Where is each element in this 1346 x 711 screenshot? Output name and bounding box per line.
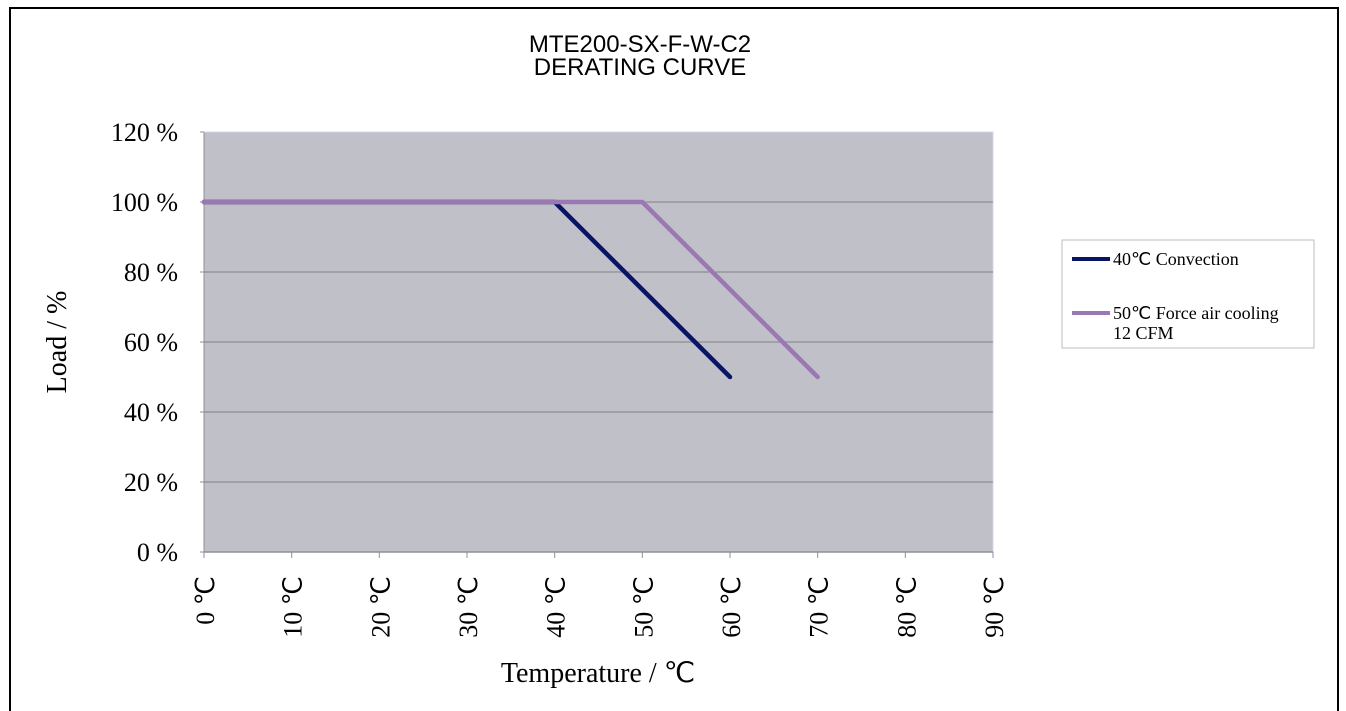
x-tick-label: 0 ℃ [191,576,220,625]
x-tick-label: 60 ℃ [717,576,746,638]
x-tick-label: 30 ℃ [454,576,483,638]
y-axis-label: Load / % [42,291,73,394]
x-tick-label: 40 ℃ [542,576,571,638]
y-tick-label: 0 % [137,538,178,567]
y-tick-labels: 0 % 20 % 40 % 60 % 80 % 100 % 120 % [111,118,178,567]
y-tick-label: 100 % [111,188,178,217]
x-tick-labels: 0 ℃ 10 ℃ 20 ℃ 30 ℃ 40 ℃ 50 ℃ 60 ℃ 70 ℃ 80 ℃ 90 ℃ [191,576,1009,638]
y-tick-label: 40 % [124,398,178,427]
y-tick-label: 120 % [111,118,178,147]
x-tick-label: 70 ℃ [805,576,834,638]
x-axis-label: Temperature / ℃ [501,658,695,689]
series-line-2 [201,199,820,380]
x-tick-label: 20 ℃ [366,576,395,638]
y-tick-label: 60 % [124,328,178,357]
y-tick-label: 80 % [124,258,178,287]
legend-label: 50℃ Force air cooling [1113,303,1279,323]
chart-title-line: DERATING CURVE [534,54,746,81]
x-tick-label: 10 ℃ [279,576,308,638]
chart-title-line: MTE200-SX-F-W-C2 [529,31,751,58]
x-tick-label: 50 ℃ [629,576,658,638]
x-tick-label: 80 ℃ [892,576,921,638]
legend-label: 40℃ Convection [1113,249,1239,269]
y-tick-label: 20 % [124,468,178,497]
legend-label: 12 CFM [1113,323,1174,343]
x-tick-label: 90 ℃ [980,576,1009,638]
series-lines [201,199,820,380]
